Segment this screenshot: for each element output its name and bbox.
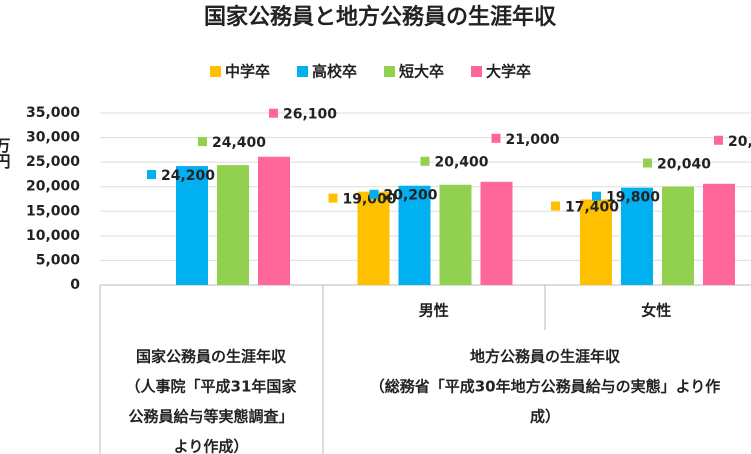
data-label-key <box>491 133 501 143</box>
data-label-key <box>551 201 560 211</box>
data-label-key <box>714 135 723 145</box>
chart-title: 国家公務員と地方公務員の生涯年収 <box>204 4 557 30</box>
data-label-key <box>369 189 379 199</box>
data-label-key <box>592 191 601 201</box>
group-label: 公務員給与等実態調査」 <box>128 408 293 426</box>
y-tick-label: 25,000 <box>26 154 80 170</box>
bar <box>439 184 472 285</box>
data-label: 24,200 <box>161 168 215 184</box>
legend-label: 短大卒 <box>399 63 444 81</box>
bar <box>357 191 390 285</box>
data-label: 21,000 <box>506 132 560 148</box>
group-label: （総務省「平成30年地方公務員給与の実態」より作 <box>370 378 721 396</box>
data-label: 20,400 <box>435 155 489 171</box>
bar <box>176 166 208 285</box>
data-label-key <box>643 158 652 168</box>
legend-swatch <box>384 66 395 77</box>
y-tick-label: 0 <box>70 277 80 293</box>
legend-swatch <box>210 66 221 77</box>
group-label: より作成） <box>174 438 249 454</box>
legend-label: 高校卒 <box>312 63 357 81</box>
legend-swatch <box>471 66 482 77</box>
data-label: 17,400 <box>565 199 619 215</box>
bar <box>621 187 653 285</box>
bar <box>580 199 612 285</box>
data-label-key <box>198 137 207 147</box>
y-tick-label: 10,000 <box>26 228 80 244</box>
data-label: 19,000 <box>343 192 397 208</box>
y-tick-label: 30,000 <box>26 130 80 146</box>
bar <box>703 183 735 285</box>
bar <box>398 185 431 285</box>
group-label: 地方公務員の生涯年収 <box>470 348 621 366</box>
y-tick-label: 35,000 <box>26 105 80 121</box>
bar <box>258 156 290 285</box>
y-tick-label: 20,000 <box>26 179 80 195</box>
bar <box>662 186 694 285</box>
data-label: 26,100 <box>283 107 337 123</box>
legend-label: 中学卒 <box>225 63 270 81</box>
data-label: 19,800 <box>606 190 660 206</box>
data-label-key <box>269 108 278 118</box>
bar <box>217 165 249 285</box>
legend-swatch <box>297 66 308 77</box>
y-tick-label: 15,000 <box>26 203 80 219</box>
y-tick-label: 5,000 <box>36 252 81 268</box>
data-label: 20,040 <box>657 157 711 173</box>
bar <box>480 181 513 285</box>
x-tick-label: 女性 <box>641 302 671 320</box>
group-label: 国家公務員の生涯年収 <box>136 348 287 366</box>
data-label: 24,400 <box>212 135 266 151</box>
data-label: 20,200 <box>384 188 438 204</box>
legend-label: 大学卒 <box>486 63 531 81</box>
data-label-key <box>328 193 338 203</box>
data-label: 20,600 <box>728 134 751 150</box>
data-label-key <box>147 170 156 180</box>
x-tick-label: 男性 <box>419 302 449 320</box>
group-label: （人事院「平成31年国家 <box>126 378 297 396</box>
y-axis-label: 万円 <box>0 137 12 170</box>
data-label-key <box>420 156 430 166</box>
group-label: 成） <box>530 408 560 426</box>
